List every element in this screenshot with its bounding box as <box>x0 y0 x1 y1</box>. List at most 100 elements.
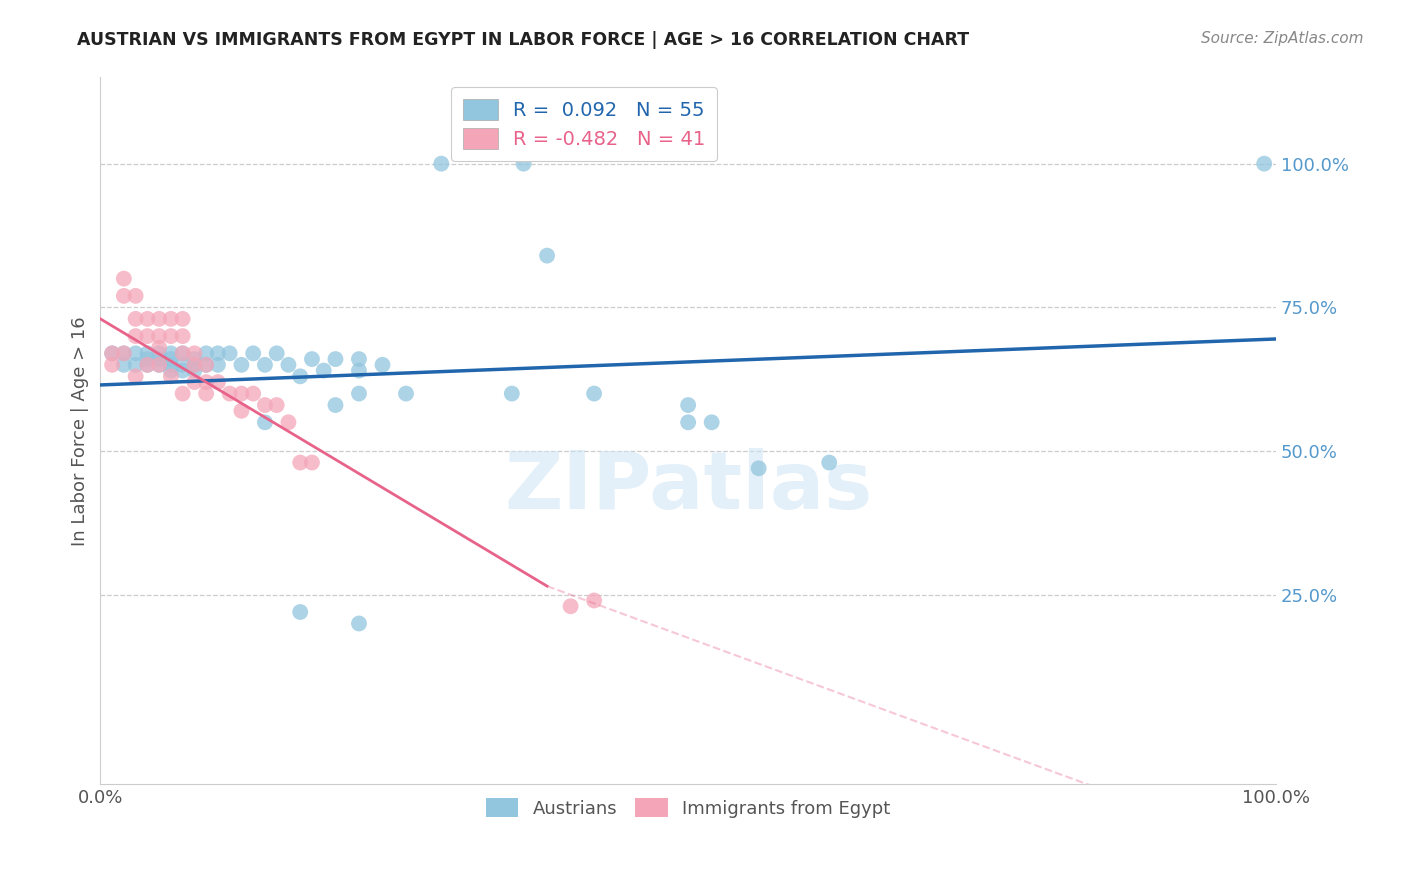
Point <box>700 415 723 429</box>
Point <box>183 352 205 367</box>
Point <box>347 616 370 631</box>
Point <box>195 375 218 389</box>
Point <box>195 358 218 372</box>
Point <box>124 329 146 343</box>
Point <box>172 346 194 360</box>
Legend: Austrians, Immigrants from Egypt: Austrians, Immigrants from Egypt <box>478 791 898 825</box>
Point <box>101 346 124 360</box>
Point <box>325 352 347 367</box>
Point <box>101 346 124 360</box>
Point <box>266 398 288 412</box>
Point <box>207 358 229 372</box>
Point <box>183 363 205 377</box>
Point <box>112 358 135 372</box>
Point <box>676 398 699 412</box>
Point <box>253 398 276 412</box>
Point <box>253 415 276 429</box>
Point <box>218 346 240 360</box>
Point <box>347 386 370 401</box>
Point <box>277 415 299 429</box>
Point <box>112 289 135 303</box>
Point <box>172 311 194 326</box>
Point <box>242 386 264 401</box>
Point <box>207 375 229 389</box>
Point <box>112 346 135 360</box>
Point <box>195 346 218 360</box>
Point <box>148 341 170 355</box>
Point <box>183 346 205 360</box>
Point <box>148 358 170 372</box>
Point <box>231 404 253 418</box>
Text: ZIPatlas: ZIPatlas <box>503 449 872 526</box>
Point <box>101 358 124 372</box>
Point <box>124 289 146 303</box>
Point <box>124 311 146 326</box>
Point <box>148 358 170 372</box>
Point <box>160 369 183 384</box>
Point <box>160 352 183 367</box>
Point <box>112 271 135 285</box>
Point <box>136 311 159 326</box>
Point <box>266 346 288 360</box>
Point <box>172 358 194 372</box>
Point <box>231 386 253 401</box>
Point <box>112 346 135 360</box>
Point <box>160 358 183 372</box>
Point <box>430 156 453 170</box>
Point <box>124 358 146 372</box>
Point <box>290 605 312 619</box>
Point <box>160 329 183 343</box>
Text: AUSTRIAN VS IMMIGRANTS FROM EGYPT IN LABOR FORCE | AGE > 16 CORRELATION CHART: AUSTRIAN VS IMMIGRANTS FROM EGYPT IN LAB… <box>77 31 970 49</box>
Point <box>148 329 170 343</box>
Point <box>207 346 229 360</box>
Point <box>172 386 194 401</box>
Point <box>312 363 335 377</box>
Point <box>301 456 323 470</box>
Point <box>560 599 582 614</box>
Point <box>218 386 240 401</box>
Point <box>301 352 323 367</box>
Point <box>183 358 205 372</box>
Point <box>536 249 558 263</box>
Text: Source: ZipAtlas.com: Source: ZipAtlas.com <box>1201 31 1364 46</box>
Point <box>148 311 170 326</box>
Point <box>277 358 299 372</box>
Point <box>290 456 312 470</box>
Point <box>242 346 264 360</box>
Point <box>395 386 418 401</box>
Point <box>160 311 183 326</box>
Point <box>195 386 218 401</box>
Point <box>183 358 205 372</box>
Point <box>136 358 159 372</box>
Point <box>371 358 394 372</box>
Point <box>195 358 218 372</box>
Point <box>124 346 146 360</box>
Point <box>501 386 523 401</box>
Point <box>325 398 347 412</box>
Point <box>583 593 606 607</box>
Point <box>160 363 183 377</box>
Y-axis label: In Labor Force | Age > 16: In Labor Force | Age > 16 <box>72 316 89 546</box>
Point <box>231 358 253 372</box>
Point <box>172 346 194 360</box>
Point <box>818 456 841 470</box>
Point <box>253 358 276 372</box>
Point <box>512 156 534 170</box>
Point <box>347 363 370 377</box>
Point <box>136 329 159 343</box>
Point <box>290 369 312 384</box>
Point <box>136 358 159 372</box>
Point <box>172 329 194 343</box>
Point <box>148 346 170 360</box>
Point <box>583 386 606 401</box>
Point <box>748 461 770 475</box>
Point <box>136 346 159 360</box>
Point <box>1253 156 1275 170</box>
Point <box>183 375 205 389</box>
Point <box>676 415 699 429</box>
Point <box>148 352 170 367</box>
Point <box>347 352 370 367</box>
Point <box>136 352 159 367</box>
Point <box>124 369 146 384</box>
Point <box>172 363 194 377</box>
